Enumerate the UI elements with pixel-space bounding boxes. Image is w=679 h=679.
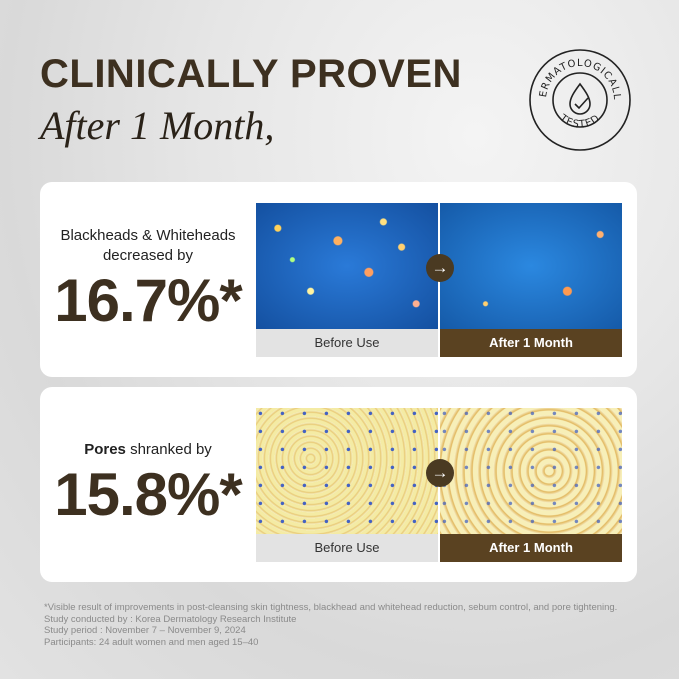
footnote-line: *Visible result of improvements in post-…: [44, 602, 618, 613]
caption-bold: Blackheads & Whiteheads: [60, 227, 236, 244]
pores-result-card: Pores shranked by 15.8%* → Before Use Af…: [40, 387, 637, 582]
before-label: Before Use: [256, 534, 438, 562]
caption-rest: decreased by: [102, 247, 194, 264]
caption-bold: Pores: [84, 441, 126, 458]
subheadline: After 1 Month,: [40, 103, 275, 148]
footnote: *Visible result of improvements in post-…: [44, 602, 617, 648]
percent-value: 15.8%*: [54, 461, 242, 528]
percent-value: 16.7%*: [54, 267, 242, 334]
arrow-right-icon: →: [426, 254, 454, 282]
dermatologically-tested-badge: DERMATOLOGICALLY TESTED: [528, 48, 631, 151]
caption: Pores shranked by: [40, 440, 256, 460]
footnote-line: Study conducted by : Korea Dermatology R…: [44, 613, 297, 625]
blackheads-result-card: Blackheads & Whiteheads decreased by 16.7…: [40, 182, 637, 377]
after-image: [440, 203, 622, 329]
caption-rest: shranked by: [125, 441, 212, 458]
footnote-line: Study period : November 7 – November 9, …: [44, 625, 246, 636]
droplet-check-icon: [569, 82, 591, 115]
arrow-right-icon: →: [426, 459, 454, 487]
after-label: After 1 Month: [440, 534, 622, 562]
before-image: [256, 408, 438, 534]
headline: CLINICALLY PROVEN: [40, 52, 462, 96]
after-label: After 1 Month: [440, 329, 622, 357]
before-label: Before Use: [256, 329, 438, 357]
svg-text:TESTED: TESTED: [557, 112, 603, 130]
after-image: [440, 408, 622, 534]
before-image: [256, 203, 438, 329]
footnote-line: Participants: 24 adult women and men age…: [44, 636, 259, 648]
caption: Blackheads & Whiteheads decreased by: [40, 226, 256, 266]
